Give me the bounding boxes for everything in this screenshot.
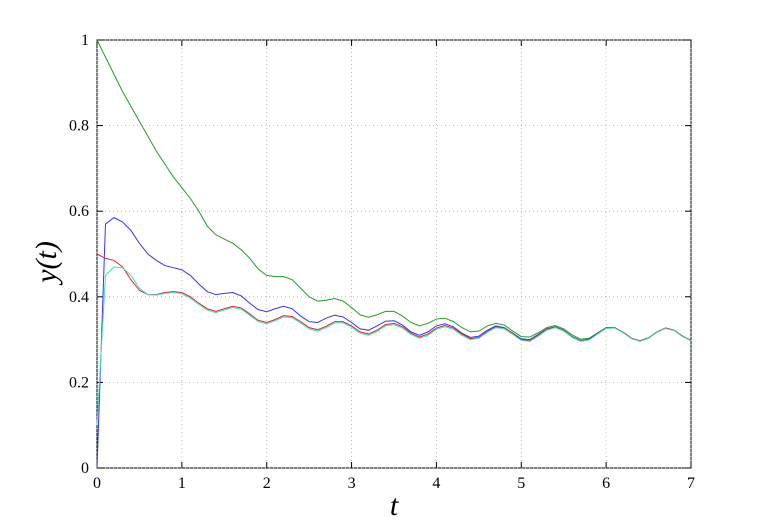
x-tick-label: 3: [348, 475, 356, 492]
x-tick-label: 4: [432, 475, 440, 492]
x-tick-label: 5: [517, 475, 525, 492]
x-tick-label: 0: [93, 475, 101, 492]
y-tick-label: 0.6: [69, 203, 89, 220]
y-tick-label: 0.4: [69, 289, 89, 306]
x-tick-label: 6: [602, 475, 610, 492]
y-tick-label: 1: [81, 32, 89, 49]
y-axis-label: y(t): [30, 241, 63, 286]
x-axis-label: t: [390, 489, 399, 522]
y-tick-label: 0.2: [69, 374, 89, 391]
y-tick-label: 0.8: [69, 118, 89, 135]
data-line: [96, 266, 692, 426]
plot-frame: [96, 39, 692, 469]
y-tick-label: 0: [81, 460, 89, 477]
x-tick-label: 1: [178, 475, 186, 492]
x-tick-label: 7: [687, 475, 695, 492]
x-tick-label: 2: [263, 475, 271, 492]
data-line: [96, 39, 692, 342]
